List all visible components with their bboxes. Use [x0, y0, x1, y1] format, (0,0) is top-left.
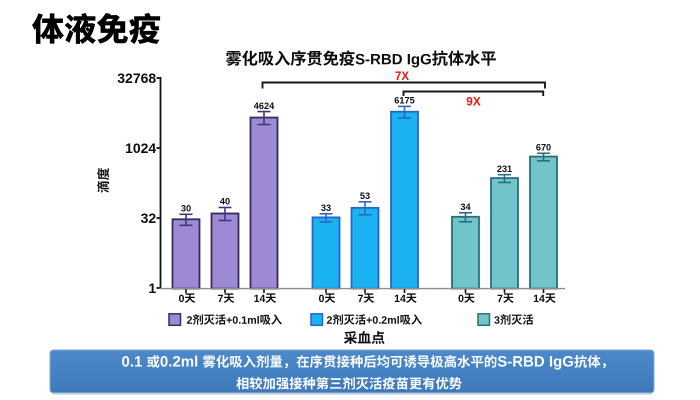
svg-text:34: 34	[460, 202, 471, 212]
svg-text:7X: 7X	[395, 71, 409, 83]
svg-text:4624: 4624	[254, 101, 275, 111]
svg-text:670: 670	[536, 142, 551, 152]
svg-text:1: 1	[148, 280, 156, 296]
svg-text:1024: 1024	[125, 140, 156, 156]
svg-text:40: 40	[220, 197, 230, 207]
svg-text:9X: 9X	[466, 95, 481, 109]
svg-text:6175: 6175	[394, 96, 414, 106]
svg-text:32768: 32768	[117, 70, 156, 86]
svg-text:30: 30	[181, 204, 191, 214]
svg-text:231: 231	[497, 164, 512, 174]
svg-text:33: 33	[321, 203, 331, 213]
svg-text:53: 53	[360, 191, 370, 201]
svg-text:32: 32	[141, 210, 157, 226]
